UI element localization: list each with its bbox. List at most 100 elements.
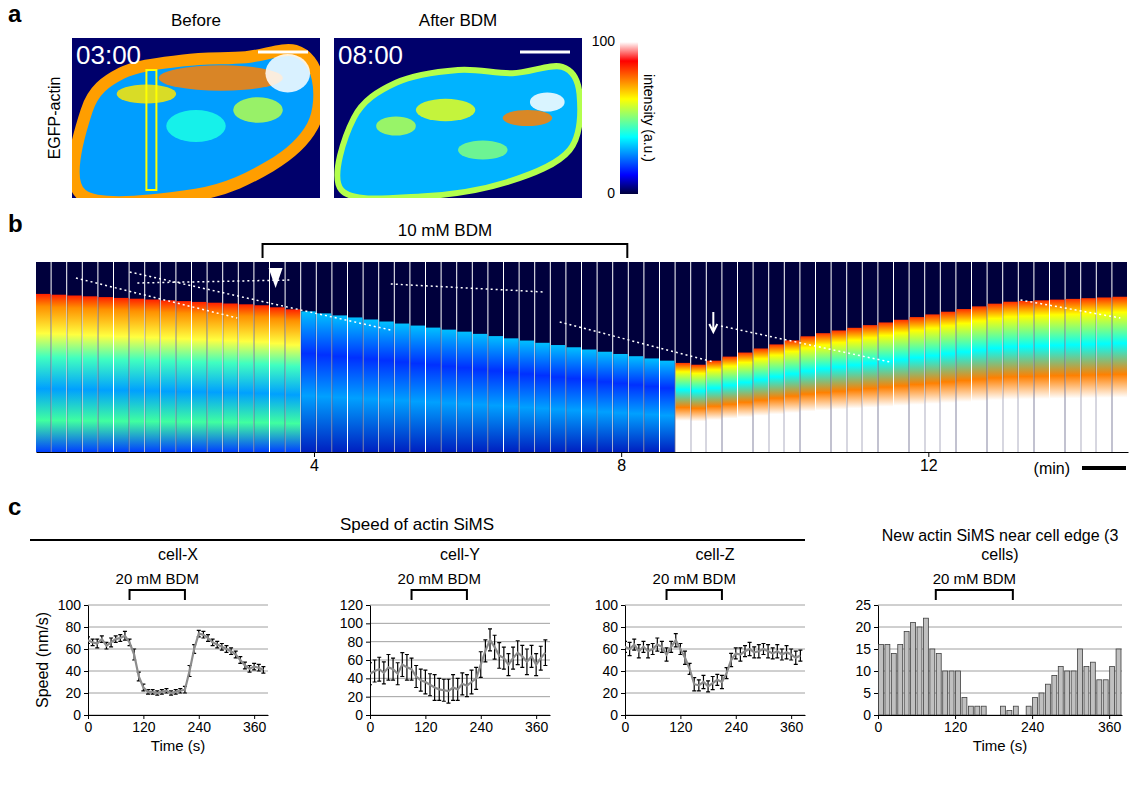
kymo-strip-bg (1034, 262, 1049, 452)
bar (898, 645, 903, 715)
tick-label: 0 (73, 707, 81, 723)
actin-signal (530, 92, 565, 111)
kymo-strip (847, 328, 862, 452)
kymo-strip (551, 345, 566, 452)
kymo-strip (1097, 297, 1112, 452)
axis-line (879, 715, 1123, 716)
colorbar-title: intensity (a.u.) (641, 74, 657, 162)
kymo-strip-bg (644, 262, 659, 452)
axis: 020406080100 (595, 597, 626, 723)
roi-box (146, 70, 156, 190)
plot-area (879, 618, 1122, 715)
grid-line (370, 623, 550, 624)
kymo-strip-bg (83, 262, 98, 452)
chart-title: cell-Y (440, 546, 480, 563)
annotation: 20 mM BDM (653, 570, 736, 587)
kymo-strip-bg (1081, 262, 1096, 452)
tick-mark (621, 649, 625, 650)
kymo-strip-bg (785, 262, 800, 452)
scale-bar (258, 51, 308, 54)
tick-mark (874, 649, 878, 650)
chart-title: New actin SiMS near cell edge (3cells) (882, 527, 1119, 563)
tick: 12 (920, 452, 938, 474)
kymo-strip-bg (270, 262, 285, 452)
bar (994, 715, 999, 716)
kymo-strip-bg (176, 262, 191, 452)
bar (1007, 711, 1012, 715)
grid-line (625, 715, 805, 716)
kymo-strip (707, 361, 722, 452)
annotation: 20 mM BDM (933, 570, 1016, 587)
tick: 10 (855, 663, 878, 679)
tick: 0 (367, 715, 375, 735)
actin-signal (376, 116, 416, 135)
kymo-strip (988, 304, 1003, 452)
kymo-strip-bg (208, 262, 223, 452)
kymo-strip (816, 333, 831, 452)
kymo-strip (442, 330, 457, 452)
tick-label: 120 (944, 719, 968, 735)
tick-label: 120 (414, 719, 438, 735)
bracket (667, 590, 722, 600)
tick-mark (84, 627, 88, 628)
tick-label: 60 (347, 652, 363, 668)
axis-line (89, 715, 269, 716)
kymo-strip (1081, 298, 1096, 452)
tick-mark (84, 649, 88, 650)
bar (968, 706, 973, 715)
tick-label: 240 (470, 719, 494, 735)
axis-title: (min) (1034, 460, 1070, 477)
kymo-strip-bg (535, 262, 550, 452)
kymo-strip-bg (863, 262, 878, 452)
kymo-strip (145, 299, 160, 452)
bracket (412, 590, 467, 600)
axis-line (626, 715, 806, 716)
tick: 20 (855, 619, 878, 635)
bar (885, 645, 890, 715)
grid-line (88, 605, 268, 606)
axis-line (88, 606, 89, 716)
kymo-strip-bg (114, 262, 129, 452)
tick: 0 (85, 715, 93, 735)
kymo-strip-bg (254, 262, 269, 452)
bar (1058, 667, 1063, 715)
tick-label: 0 (622, 719, 630, 735)
kymo-strip (98, 297, 113, 452)
micrograph (334, 38, 582, 198)
bar (923, 618, 928, 715)
kymo-strip (598, 352, 613, 452)
tick: 100 (340, 615, 370, 631)
tick: 15 (855, 641, 878, 657)
kymo-strip (722, 357, 737, 452)
kymo-strip (379, 322, 394, 452)
kymo-strip (566, 347, 581, 452)
tick-label: 360 (780, 719, 804, 735)
tick-label: 0 (875, 719, 883, 735)
kymo-strip-bg (925, 262, 940, 452)
kymo-strip-bg (800, 262, 815, 452)
tick-mark (621, 671, 625, 672)
tick: 120 (340, 597, 370, 613)
kymo-strip (769, 344, 784, 452)
grid-line (625, 605, 805, 606)
tick: 20 (347, 689, 370, 705)
grid-line (370, 696, 550, 697)
kymo-strip-bg (145, 262, 160, 452)
bar (1110, 667, 1115, 715)
kymo-strip-bg (691, 262, 706, 452)
kymo-strip (738, 353, 753, 452)
tick-mark (874, 627, 878, 628)
bar (988, 715, 993, 716)
kymo-strip-bg (551, 262, 566, 452)
kymo-strip (114, 298, 129, 452)
grid-line (88, 649, 268, 650)
tick-mark (874, 693, 878, 694)
actin-signal (265, 54, 310, 92)
kymo-strip-bg (239, 262, 254, 452)
bar (1103, 680, 1108, 715)
kymo-strip (676, 363, 691, 452)
tick: 40 (602, 663, 625, 679)
tick-mark (621, 452, 622, 457)
bar (1090, 662, 1095, 715)
axis: 020406080100 (58, 597, 89, 723)
